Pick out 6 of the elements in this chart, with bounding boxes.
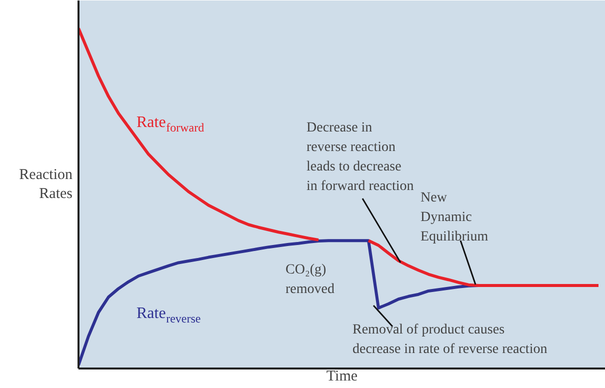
y-axis-title: Reaction Rates: [19, 166, 73, 202]
annotation: CO₂(g) removed: [286, 262, 334, 297]
annotation: Removal of product causes decrease in rate of reverse reaction: [352, 322, 548, 357]
x-axis-title: Time: [326, 368, 358, 384]
annotation: New Dynamic Equilibrium: [420, 190, 488, 244]
annotation: Decrease in reverse reaction leads to decrease in forward reaction: [306, 120, 414, 194]
